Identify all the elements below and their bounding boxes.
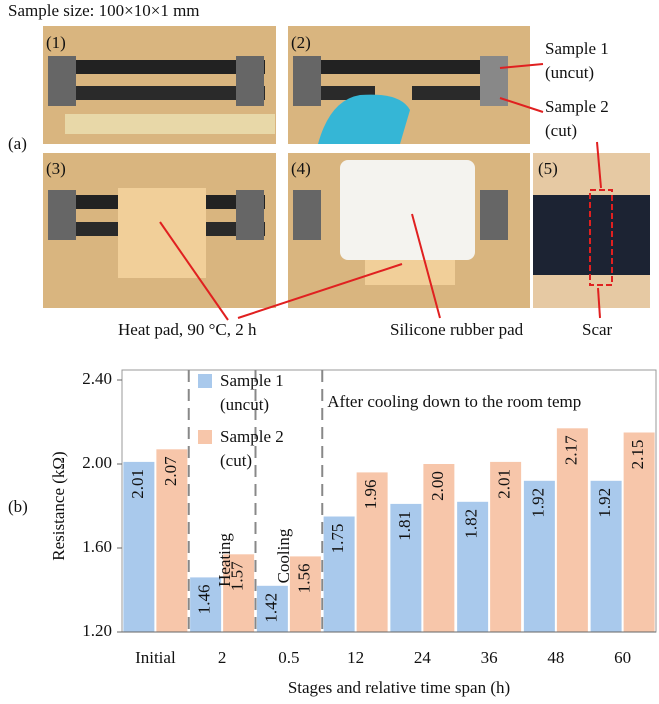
value-label: 1.56 xyxy=(294,564,313,594)
clamp xyxy=(48,190,76,240)
legend-label: Sample 1 (uncut) xyxy=(220,369,306,417)
legend-entry: Sample 1 (uncut) xyxy=(220,369,310,421)
y-tick-label: 2.40 xyxy=(82,369,112,388)
annotation: Silicone rubber pad xyxy=(390,320,524,339)
y-tick-label: 2.00 xyxy=(82,453,112,472)
value-label: 2.17 xyxy=(561,435,580,465)
clamp xyxy=(480,190,508,240)
figure-a: Sample size: 100×10×1 mm (a) (1) xyxy=(8,1,650,339)
annotation: Heating xyxy=(215,533,234,587)
value-label: 1.46 xyxy=(195,585,214,615)
annotation: (cut) xyxy=(545,121,577,140)
value-label: 1.81 xyxy=(395,511,414,541)
value-label: 1.75 xyxy=(328,524,347,554)
value-label: 1.92 xyxy=(595,488,614,518)
photo-label: (5) xyxy=(538,159,558,178)
silicone-pad xyxy=(340,160,475,260)
clamp xyxy=(293,190,321,240)
x-tick-label: 60 xyxy=(614,648,631,667)
strip xyxy=(305,60,505,74)
panel-label: (a) xyxy=(8,134,27,153)
strip-closeup xyxy=(533,195,650,275)
clamp xyxy=(293,56,321,106)
photo-label: (2) xyxy=(291,33,311,52)
legend-entry: Sample 2 (cut) xyxy=(220,425,310,477)
annotation: Heat pad, 90 °C, 2 h xyxy=(118,320,257,339)
x-tick-label: Initial xyxy=(135,648,176,667)
clamp xyxy=(236,190,264,240)
x-tick-label: 0.5 xyxy=(278,648,299,667)
value-label: 2.07 xyxy=(161,456,180,486)
x-tick-label: 12 xyxy=(347,648,364,667)
figure: Sample size: 100×10×1 mm (a) (1) xyxy=(0,0,659,704)
figure-title: Sample size: 100×10×1 mm xyxy=(8,1,200,20)
legend-swatch xyxy=(198,430,212,444)
x-tick-label: 2 xyxy=(218,648,227,667)
y-tick-label: 1.20 xyxy=(82,621,112,640)
value-label: 1.96 xyxy=(361,480,380,510)
annotation: Sample 1 xyxy=(545,39,609,58)
value-label: 2.00 xyxy=(428,471,447,501)
strip xyxy=(60,60,265,74)
y-axis-title: Resistance (kΩ) xyxy=(49,451,68,560)
value-label: 2.01 xyxy=(128,469,147,499)
value-label: 1.82 xyxy=(462,509,481,539)
y-tick-label: 1.60 xyxy=(82,537,112,556)
legend-label: Sample 2 (cut) xyxy=(220,425,306,473)
value-label: 2.01 xyxy=(495,469,514,499)
photo-label: (3) xyxy=(46,159,66,178)
panel-label: (b) xyxy=(8,497,28,516)
ruler xyxy=(65,114,275,134)
x-tick-label: 24 xyxy=(414,648,432,667)
annotation: Sample 2 xyxy=(545,97,609,116)
clamp xyxy=(48,56,76,106)
clamp xyxy=(236,56,264,106)
annotation: Cooling xyxy=(274,528,293,583)
legend-swatch xyxy=(198,374,212,388)
value-label: 1.42 xyxy=(261,593,280,623)
photo-label: (4) xyxy=(291,159,311,178)
annotation: Scar xyxy=(582,320,613,339)
strip xyxy=(60,86,265,100)
x-tick-label: 36 xyxy=(481,648,498,667)
x-axis-title: Stages and relative time span (h) xyxy=(288,678,510,697)
value-label: 1.92 xyxy=(528,488,547,518)
annotation: After cooling down to the room temp xyxy=(327,392,581,411)
annotation: (uncut) xyxy=(545,63,594,82)
value-label: 2.15 xyxy=(628,440,647,470)
photo-label: (1) xyxy=(46,33,66,52)
heat-pad xyxy=(118,188,206,278)
x-tick-label: 48 xyxy=(547,648,564,667)
